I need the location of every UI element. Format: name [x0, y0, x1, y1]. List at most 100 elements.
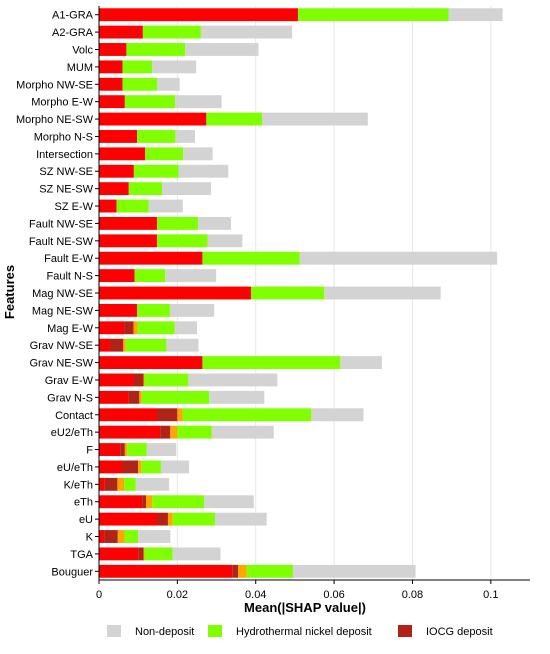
- bar-segment: [138, 547, 144, 561]
- bar-segment: [174, 321, 197, 335]
- legend-label: Non-deposit: [135, 626, 194, 638]
- bar-segment: [200, 25, 293, 39]
- bar-segment: [156, 512, 168, 526]
- y-tick-label: Grav NW-SE: [30, 340, 93, 352]
- bar-segment: [160, 460, 190, 474]
- bar-segment: [198, 216, 232, 230]
- bar-segment: [137, 303, 170, 317]
- bar-segment: [99, 425, 161, 439]
- bar-segment: [148, 199, 183, 213]
- bar-segment: [178, 164, 229, 178]
- bar-segment: [135, 477, 170, 491]
- bar-segment: [99, 43, 127, 56]
- bar-segment: [246, 564, 293, 578]
- bar-segment: [99, 495, 143, 509]
- bar-segment: [137, 321, 175, 335]
- bar-segment: [122, 60, 153, 74]
- bar-segment: [138, 460, 142, 474]
- bar-segment: [133, 373, 144, 387]
- bar-segment: [99, 112, 207, 126]
- y-tick-label: eU: [79, 514, 93, 526]
- bar-segment: [144, 373, 189, 387]
- bar-segment: [99, 25, 143, 39]
- y-axis-label: Features: [2, 265, 17, 319]
- axes-layer: 0 0.02 0.04 0.06 0.08 0.1 A1-GRA A2-GRA Volc MUM M…: [16, 6, 530, 601]
- bar-segment: [141, 460, 161, 474]
- y-tick-label: Mag NW-SE: [32, 288, 93, 300]
- bar-segment: [99, 408, 157, 422]
- legend: Non-deposit Hydrothermal nickel deposit IO…: [107, 625, 493, 638]
- bar-segment: [202, 251, 300, 265]
- y-tick-label: Fault NE-SW: [29, 236, 94, 248]
- x-tick-label: 0: [96, 589, 102, 601]
- bar-segment: [99, 286, 252, 300]
- bar-segment: [143, 547, 145, 561]
- bar-segment: [261, 112, 368, 126]
- bar-segment: [125, 338, 167, 352]
- bar-segment: [170, 425, 178, 439]
- y-tick-label: Volc: [72, 44, 93, 56]
- bar-segment: [116, 199, 149, 213]
- bar-segment: [124, 321, 134, 335]
- bar-segment: [117, 477, 125, 491]
- bar-segment: [207, 234, 243, 248]
- bar-segment: [104, 530, 118, 543]
- bar-segment: [99, 547, 139, 561]
- bar-segment: [139, 390, 142, 404]
- legend-swatch: [208, 625, 222, 637]
- y-tick-label: Intersection: [36, 149, 93, 161]
- bar-segment: [165, 269, 217, 283]
- bar-segment: [126, 43, 186, 56]
- y-tick-label: Grav N-S: [47, 392, 93, 404]
- bar-segment: [127, 443, 147, 456]
- y-tick-label: F: [86, 445, 93, 457]
- bar-segment: [185, 43, 259, 56]
- bar-segment: [292, 564, 416, 578]
- bar-segment: [99, 269, 135, 283]
- bar-segment: [99, 303, 138, 317]
- bar-segment: [156, 216, 199, 230]
- bar-segment: [141, 390, 210, 404]
- legend-label: IOCG deposit: [426, 626, 493, 638]
- bar-segment: [138, 530, 171, 543]
- bar-segment: [238, 564, 247, 578]
- bar-segment: [156, 234, 208, 248]
- bar-segment: [177, 425, 212, 439]
- bar-segment: [124, 95, 176, 109]
- bar-segment: [99, 164, 134, 178]
- y-tick-label: Grav E-W: [45, 375, 94, 387]
- bar-segment: [109, 338, 124, 352]
- bar-segment: [204, 495, 254, 509]
- bar-segment: [134, 269, 166, 283]
- x-tick-label: 0.08: [402, 589, 423, 601]
- y-tick-label: K: [86, 532, 94, 544]
- bar-segment: [152, 60, 197, 74]
- bar-segment: [124, 443, 128, 456]
- bar-segment: [202, 356, 341, 370]
- bar-segment: [99, 251, 203, 265]
- bar-segment: [99, 356, 203, 370]
- bar-segment: [160, 425, 171, 439]
- y-tick-label: Morpho NW-SE: [16, 79, 93, 91]
- y-tick-label: Bouguer: [51, 566, 93, 578]
- bar-segment: [133, 164, 179, 178]
- y-tick-label: MUM: [67, 62, 93, 74]
- bar-segment: [123, 338, 126, 352]
- bar-segment: [146, 443, 177, 456]
- y-tick-label: Fault N-S: [47, 271, 93, 283]
- bar-segment: [99, 182, 129, 196]
- bar-segment: [206, 112, 262, 126]
- bar-segment: [162, 182, 212, 196]
- bar-segment: [124, 530, 139, 543]
- bar-segment: [99, 443, 121, 456]
- y-tick-label: Fault NW-SE: [29, 218, 93, 230]
- bar-segment: [211, 425, 274, 439]
- x-tick-label: 0.1: [483, 589, 498, 601]
- bar-segment: [311, 408, 364, 422]
- bar-segment: [298, 8, 449, 22]
- bar-segment: [99, 95, 125, 109]
- bar-segment: [137, 130, 176, 143]
- x-tick-label: 0.02: [167, 589, 188, 601]
- bar-segment: [214, 512, 267, 526]
